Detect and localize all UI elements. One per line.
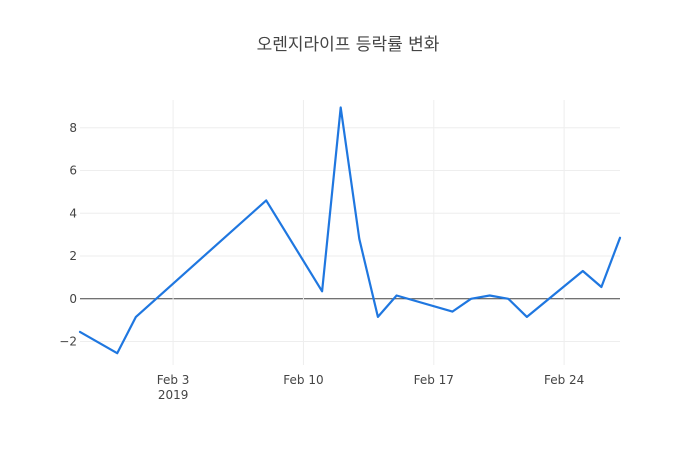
- y-tick-label: 0: [69, 292, 77, 306]
- x-tick-label: Feb 3: [157, 373, 190, 387]
- data-point[interactable]: [449, 309, 455, 315]
- data-point[interactable]: [505, 296, 511, 302]
- series-line: [78, 106, 622, 355]
- y-tick-label: 8: [69, 121, 77, 135]
- data-point[interactable]: [580, 268, 586, 274]
- data-point[interactable]: [598, 284, 604, 290]
- data-point[interactable]: [114, 350, 120, 356]
- data-point[interactable]: [487, 293, 493, 299]
- y-tick-label: 4: [69, 206, 77, 220]
- data-point[interactable]: [356, 236, 362, 242]
- data-point[interactable]: [617, 235, 623, 241]
- data-point[interactable]: [319, 288, 325, 294]
- data-point[interactable]: [263, 197, 269, 203]
- x-tick-label: Feb 24: [544, 373, 584, 387]
- data-point[interactable]: [524, 314, 530, 320]
- y-tick-label: −2: [59, 334, 77, 348]
- data-point[interactable]: [375, 314, 381, 320]
- chart-title: 오렌지라이프 등락률 변화: [257, 35, 440, 55]
- data-point[interactable]: [394, 293, 400, 299]
- y-tick-label: 6: [69, 164, 77, 178]
- data-point[interactable]: [77, 329, 83, 335]
- y-tick-label: 2: [69, 249, 77, 263]
- x-tick-label: Feb 10: [283, 373, 323, 387]
- data-point[interactable]: [468, 296, 474, 302]
- series-layer: [77, 105, 623, 356]
- x-tick-year-label: 2019: [158, 388, 189, 402]
- x-tick-label: Feb 17: [414, 373, 454, 387]
- grid-layer: [80, 100, 620, 365]
- data-point[interactable]: [133, 314, 139, 320]
- data-point[interactable]: [338, 105, 344, 111]
